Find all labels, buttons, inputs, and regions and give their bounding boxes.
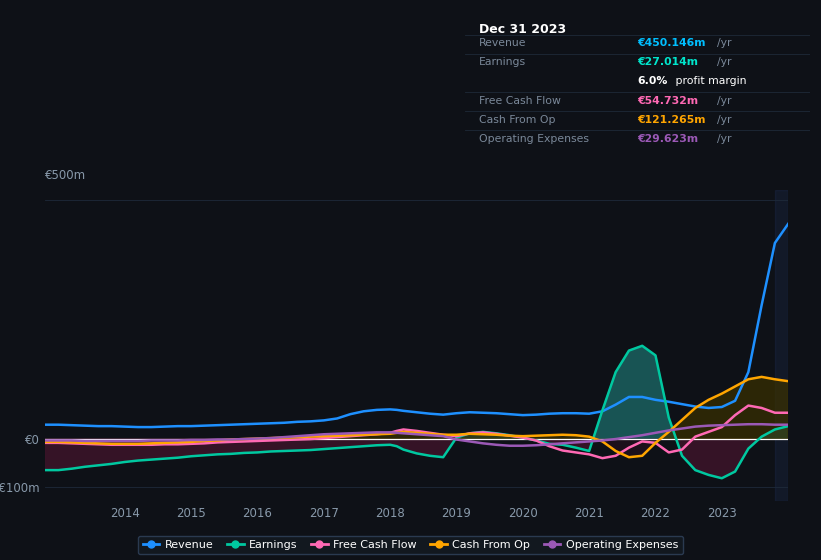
Text: €27.014m: €27.014m xyxy=(637,57,699,67)
Bar xyxy=(775,190,788,501)
Text: Operating Expenses: Operating Expenses xyxy=(479,134,589,144)
Text: Revenue: Revenue xyxy=(479,38,526,48)
Text: 6.0%: 6.0% xyxy=(637,77,667,86)
Legend: Revenue, Earnings, Free Cash Flow, Cash From Op, Operating Expenses: Revenue, Earnings, Free Cash Flow, Cash … xyxy=(138,535,683,554)
Text: /yr: /yr xyxy=(717,38,732,48)
Text: /yr: /yr xyxy=(717,134,732,144)
Text: €121.265m: €121.265m xyxy=(637,115,706,125)
Text: €54.732m: €54.732m xyxy=(637,96,699,106)
Text: Earnings: Earnings xyxy=(479,57,526,67)
Text: /yr: /yr xyxy=(717,96,732,106)
Text: Free Cash Flow: Free Cash Flow xyxy=(479,96,561,106)
Text: €450.146m: €450.146m xyxy=(637,38,706,48)
Text: Dec 31 2023: Dec 31 2023 xyxy=(479,24,566,36)
Text: profit margin: profit margin xyxy=(672,77,746,86)
Text: /yr: /yr xyxy=(717,57,732,67)
Text: €29.623m: €29.623m xyxy=(637,134,699,144)
Text: €500m: €500m xyxy=(45,169,86,182)
Text: Cash From Op: Cash From Op xyxy=(479,115,555,125)
Text: /yr: /yr xyxy=(717,115,732,125)
